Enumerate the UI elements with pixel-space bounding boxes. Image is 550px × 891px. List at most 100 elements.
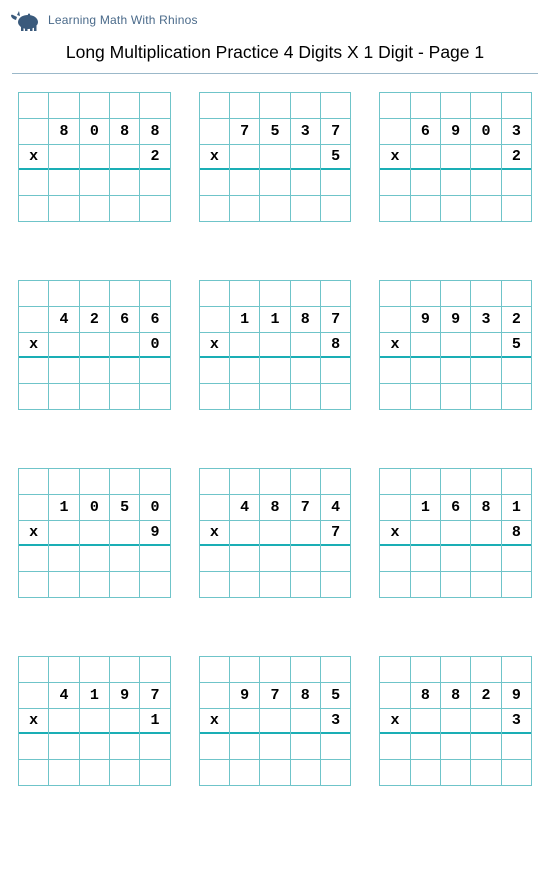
empty-cell	[471, 93, 501, 119]
multiplicand-digit: 8	[140, 118, 170, 144]
empty-cell	[49, 93, 79, 119]
empty-cell	[501, 280, 531, 306]
empty-cell	[49, 572, 79, 598]
empty-cell	[109, 358, 139, 384]
empty-cell	[19, 760, 49, 786]
empty-cell	[79, 170, 109, 196]
empty-cell	[380, 384, 410, 410]
empty-cell	[501, 358, 531, 384]
empty-cell	[440, 468, 470, 494]
times-symbol: x	[199, 520, 229, 546]
empty-cell	[109, 546, 139, 572]
empty-cell	[471, 358, 501, 384]
empty-cell	[440, 93, 470, 119]
empty-cell	[320, 546, 350, 572]
empty-cell	[49, 384, 79, 410]
empty-cell	[380, 118, 410, 144]
empty-cell	[19, 170, 49, 196]
multiplier-digit: 1	[140, 708, 170, 734]
multiplier-digit: 9	[140, 520, 170, 546]
multiplicand-digit: 0	[140, 494, 170, 520]
empty-cell	[140, 760, 170, 786]
multiplicand-digit: 3	[501, 118, 531, 144]
empty-cell	[290, 280, 320, 306]
empty-cell	[440, 358, 470, 384]
empty-cell	[380, 306, 410, 332]
empty-cell	[109, 93, 139, 119]
empty-cell	[79, 384, 109, 410]
empty-cell	[260, 734, 290, 760]
empty-cell	[410, 384, 440, 410]
empty-cell	[290, 144, 320, 170]
empty-cell	[19, 93, 49, 119]
empty-cell	[140, 93, 170, 119]
empty-cell	[49, 196, 79, 222]
empty-cell	[109, 468, 139, 494]
empty-cell	[320, 384, 350, 410]
empty-cell	[320, 93, 350, 119]
empty-cell	[19, 306, 49, 332]
empty-cell	[380, 358, 410, 384]
multiplicand-digit: 9	[440, 306, 470, 332]
problems-grid: 8088x27537x56903x24266x01187x89932x51050…	[0, 92, 550, 798]
empty-cell	[410, 358, 440, 384]
empty-cell	[290, 708, 320, 734]
empty-cell	[199, 468, 229, 494]
empty-cell	[501, 546, 531, 572]
empty-cell	[380, 546, 410, 572]
empty-cell	[471, 520, 501, 546]
times-symbol: x	[19, 708, 49, 734]
empty-cell	[229, 656, 259, 682]
empty-cell	[260, 572, 290, 598]
empty-cell	[380, 656, 410, 682]
empty-cell	[79, 144, 109, 170]
multiplicand-digit: 4	[49, 682, 79, 708]
problem: 4874x7	[199, 468, 352, 598]
empty-cell	[471, 332, 501, 358]
multiplicand-digit: 2	[471, 682, 501, 708]
multiplicand-digit: 1	[229, 306, 259, 332]
multiplicand-digit: 4	[229, 494, 259, 520]
empty-cell	[199, 384, 229, 410]
empty-cell	[290, 656, 320, 682]
empty-cell	[440, 170, 470, 196]
empty-cell	[199, 656, 229, 682]
empty-cell	[229, 734, 259, 760]
empty-cell	[19, 196, 49, 222]
multiplicand-digit: 9	[229, 682, 259, 708]
multiplicand-digit: 8	[290, 306, 320, 332]
empty-cell	[380, 682, 410, 708]
multiplier-digit: 3	[320, 708, 350, 734]
empty-cell	[320, 656, 350, 682]
empty-cell	[109, 280, 139, 306]
empty-cell	[320, 196, 350, 222]
empty-cell	[199, 170, 229, 196]
empty-cell	[410, 196, 440, 222]
empty-cell	[49, 708, 79, 734]
empty-cell	[440, 144, 470, 170]
multiplier-digit: 8	[501, 520, 531, 546]
problem-grid: 4874x7	[199, 468, 352, 598]
empty-cell	[290, 572, 320, 598]
empty-cell	[49, 656, 79, 682]
empty-cell	[380, 734, 410, 760]
empty-cell	[260, 708, 290, 734]
empty-cell	[501, 572, 531, 598]
empty-cell	[320, 760, 350, 786]
multiplier-digit: 0	[140, 332, 170, 358]
multiplicand-digit: 4	[320, 494, 350, 520]
empty-cell	[49, 546, 79, 572]
empty-cell	[440, 734, 470, 760]
empty-cell	[410, 170, 440, 196]
empty-cell	[440, 572, 470, 598]
empty-cell	[440, 760, 470, 786]
multiplier-digit: 7	[320, 520, 350, 546]
times-symbol: x	[380, 332, 410, 358]
empty-cell	[260, 144, 290, 170]
multiplicand-digit: 8	[290, 682, 320, 708]
empty-cell	[79, 734, 109, 760]
empty-cell	[320, 280, 350, 306]
empty-cell	[19, 572, 49, 598]
empty-cell	[109, 734, 139, 760]
empty-cell	[290, 734, 320, 760]
